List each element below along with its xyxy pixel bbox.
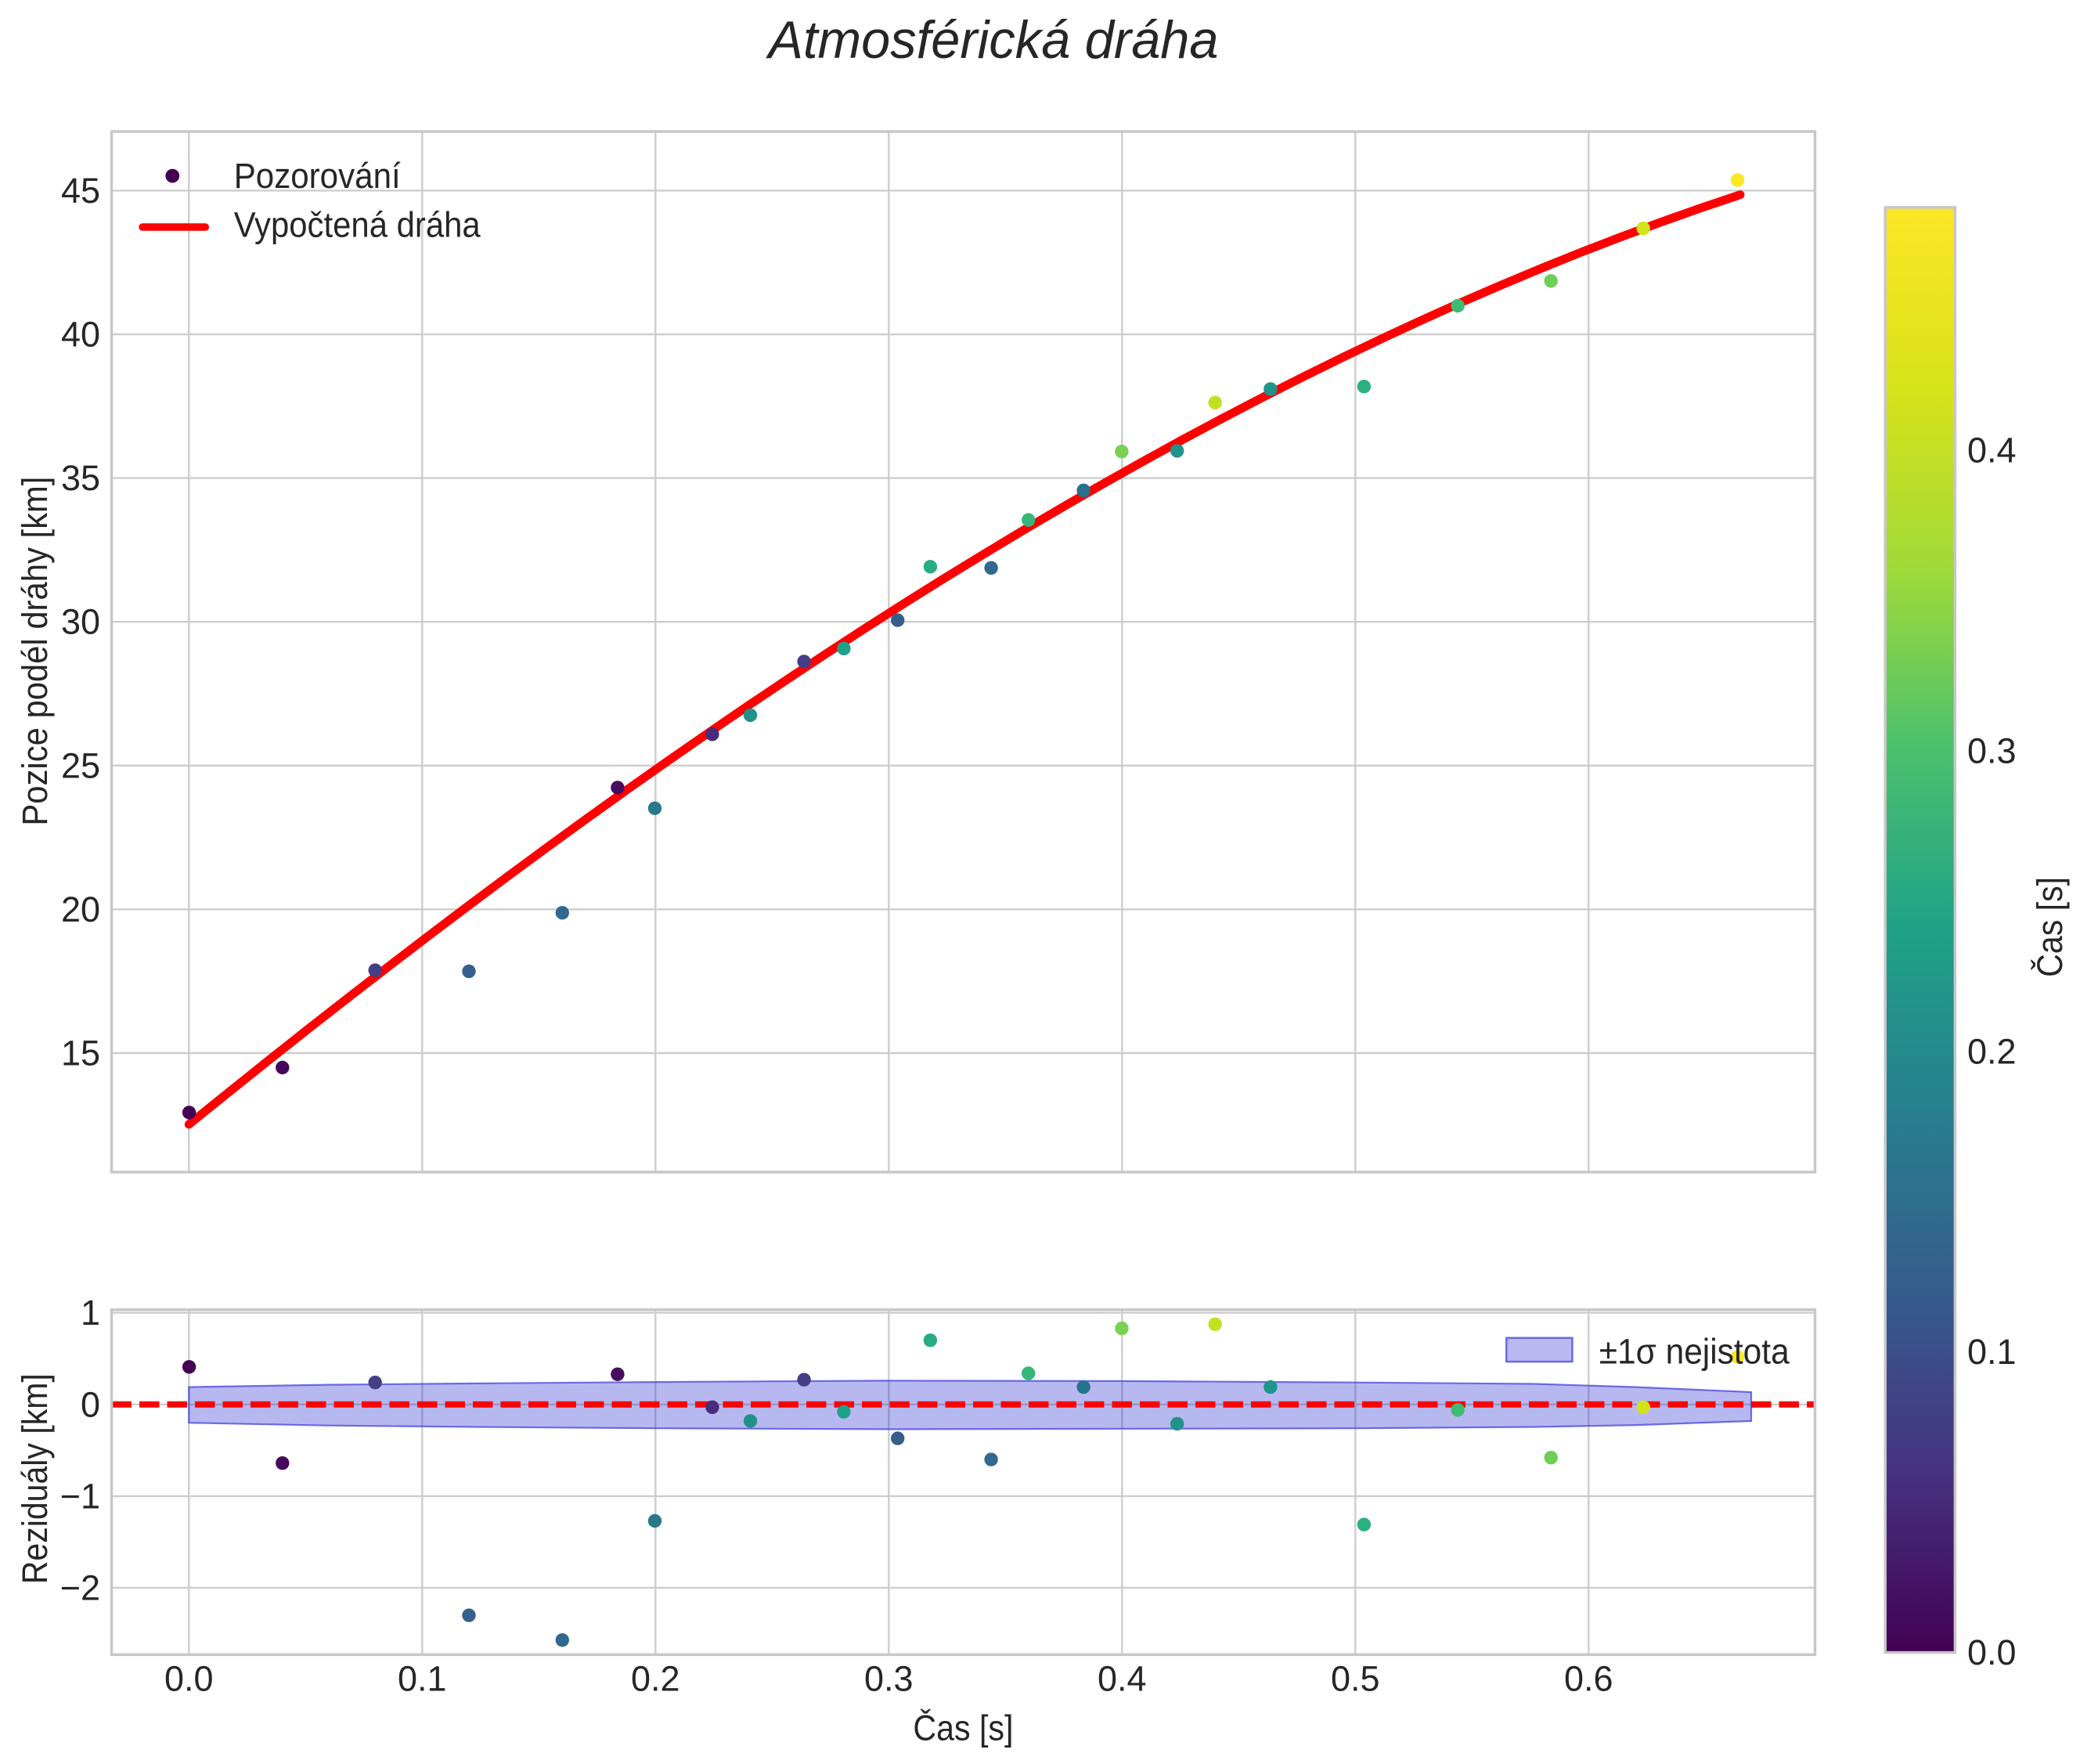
svg-text:25: 25 bbox=[61, 745, 100, 785]
svg-text:35: 35 bbox=[61, 458, 100, 498]
svg-text:0.6: 0.6 bbox=[1564, 1659, 1613, 1699]
svg-text:−2: −2 bbox=[60, 1567, 100, 1607]
svg-text:0.3: 0.3 bbox=[1967, 731, 2017, 771]
svg-text:45: 45 bbox=[61, 171, 100, 211]
svg-text:0.2: 0.2 bbox=[631, 1659, 680, 1699]
svg-text:±1σ nejistota: ±1σ nejistota bbox=[1599, 1331, 1790, 1371]
svg-text:−1: −1 bbox=[60, 1476, 100, 1516]
svg-text:0.4: 0.4 bbox=[1967, 431, 2017, 471]
svg-text:0.2: 0.2 bbox=[1967, 1031, 2017, 1071]
svg-text:0.4: 0.4 bbox=[1098, 1659, 1147, 1699]
svg-text:Čas [s]: Čas [s] bbox=[2030, 877, 2070, 977]
svg-text:Pozice podél dráhy [km]: Pozice podél dráhy [km] bbox=[15, 477, 55, 826]
svg-text:20: 20 bbox=[61, 889, 100, 929]
svg-text:0.1: 0.1 bbox=[1967, 1332, 2017, 1372]
svg-text:Reziduály [km]: Reziduály [km] bbox=[15, 1373, 55, 1584]
svg-text:1: 1 bbox=[81, 1293, 100, 1333]
svg-text:0: 0 bbox=[81, 1384, 100, 1424]
svg-text:0.0: 0.0 bbox=[1967, 1632, 2017, 1672]
svg-text:Čas [s]: Čas [s] bbox=[913, 1708, 1013, 1748]
svg-text:0.1: 0.1 bbox=[398, 1659, 447, 1699]
svg-text:30: 30 bbox=[61, 602, 100, 642]
svg-text:0.0: 0.0 bbox=[164, 1659, 214, 1699]
svg-text:0.3: 0.3 bbox=[864, 1659, 914, 1699]
svg-text:Atmosférická dráha: Atmosférická dráha bbox=[766, 10, 1219, 70]
svg-text:Pozorování: Pozorování bbox=[234, 156, 401, 196]
svg-text:15: 15 bbox=[61, 1034, 100, 1073]
svg-text:Vypočtená dráha: Vypočtená dráha bbox=[234, 204, 481, 244]
svg-text:0.5: 0.5 bbox=[1331, 1659, 1380, 1699]
svg-text:40: 40 bbox=[61, 315, 100, 355]
